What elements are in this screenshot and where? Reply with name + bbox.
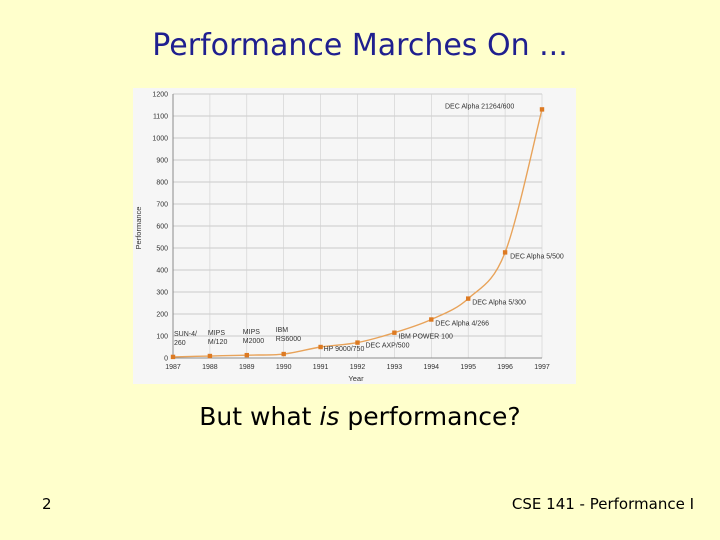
y-tick-label: 600 [156, 224, 168, 231]
point-label: IBM POWER 100 [398, 334, 453, 341]
point-label: DEC Alpha 5/300 [472, 300, 526, 307]
y-tick-label: 200 [156, 312, 168, 319]
y-tick-label: 500 [156, 246, 168, 253]
data-point-marker [355, 340, 360, 345]
x-tick-label: 1991 [313, 364, 329, 371]
point-label: SUN-4/ [174, 331, 197, 338]
point-label: M2000 [243, 338, 265, 345]
y-tick-label: 0 [164, 356, 168, 363]
x-tick-label: 1990 [276, 364, 292, 371]
point-label: DEC Alpha 21264/600 [445, 103, 514, 110]
slide-subtitle: But what is performance? [0, 402, 720, 431]
point-label: DEC Alpha 5/500 [510, 253, 564, 260]
y-tick-label: 800 [156, 180, 168, 187]
data-point-marker [539, 107, 545, 112]
point-label: RS6000 [276, 336, 301, 343]
performance-chart: 0 100 200 300 400 500 600 700 800 900 1000 1100 1200… [133, 88, 576, 384]
chart-svg: 0 100 200 300 400 500 600 700 800 900 1000 1100 1200… [134, 92, 564, 384]
subtitle-emphasis: is [319, 402, 340, 431]
x-tick-label: 1992 [350, 364, 366, 371]
x-axis-title: Year [348, 374, 364, 383]
slide-number: 2 [42, 495, 52, 513]
y-tick-label: 1200 [152, 92, 168, 99]
x-tick-label: 1988 [202, 364, 218, 371]
data-point-marker [281, 351, 286, 357]
point-label: 260 [174, 340, 186, 347]
slide-title: Performance Marches On ... [152, 28, 568, 63]
y-tick-label: 1000 [152, 136, 168, 143]
x-tick-label: 1997 [534, 364, 550, 371]
point-label: HP 9000/750 [324, 346, 365, 353]
point-label: MIPS [243, 329, 260, 336]
subtitle-pre: But what [199, 402, 320, 431]
y-axis-title: Performance [134, 207, 143, 250]
data-point-marker [502, 250, 508, 255]
point-label: MIPS [208, 330, 225, 337]
x-tick-label: 1996 [497, 364, 513, 371]
data-point-marker [392, 330, 397, 335]
data-point-marker [429, 317, 434, 322]
x-tick-label: 1994 [424, 364, 440, 371]
y-tick-label: 1100 [153, 114, 168, 121]
data-point-marker [207, 353, 213, 359]
x-tick-label: 1989 [239, 364, 255, 371]
data-point-marker [244, 352, 249, 358]
data-point-marker [318, 344, 323, 350]
data-point-marker [170, 354, 176, 360]
y-tick-label: 300 [156, 290, 168, 297]
x-tick-label: 1993 [387, 364, 403, 371]
x-tick-label: 1995 [460, 364, 476, 371]
data-point-marker [466, 296, 471, 301]
point-label: IBM [276, 327, 289, 334]
footer-text: CSE 141 - Performance I [511, 495, 694, 513]
point-label: DEC AXP/500 [366, 343, 410, 350]
performance-series-line [172, 109, 543, 358]
point-label: M/120 [208, 339, 228, 346]
subtitle-post: performance? [339, 402, 521, 431]
y-tick-label: 700 [156, 202, 168, 209]
y-tick-label: 900 [156, 158, 168, 165]
point-label: DEC Alpha 4/266 [435, 321, 489, 328]
y-tick-label: 400 [156, 268, 168, 275]
y-tick-label: 100 [156, 334, 168, 341]
x-tick-label: 1987 [165, 364, 181, 371]
